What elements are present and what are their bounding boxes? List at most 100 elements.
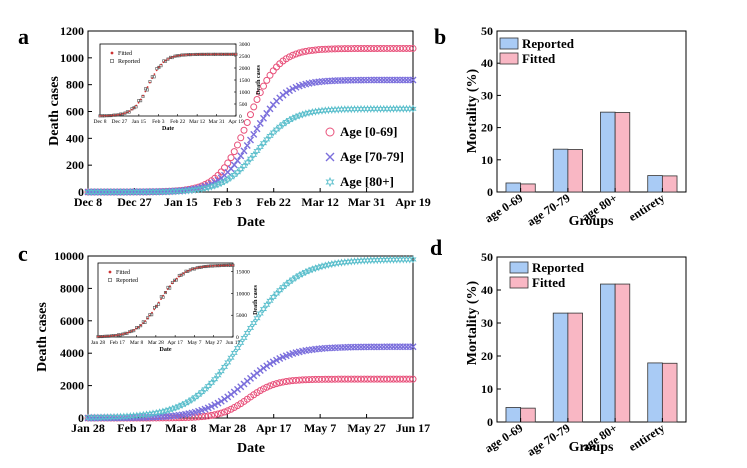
data-point	[282, 117, 290, 127]
data-point	[390, 44, 397, 52]
y-tick-label: 30	[481, 88, 493, 102]
inset-fitted-point	[112, 114, 115, 117]
inset-fitted-point	[211, 265, 214, 267]
y-tick-label: 50	[481, 250, 493, 264]
data-point	[168, 404, 177, 413]
inset-fitted-point	[144, 320, 147, 322]
data-point	[207, 182, 216, 191]
panel-label-c: c	[18, 241, 28, 266]
inset-fitted-point	[142, 322, 144, 325]
data-point	[175, 402, 183, 411]
inset-fitted-point	[110, 114, 113, 117]
data-point	[260, 385, 267, 393]
inset-fitted-point	[121, 112, 124, 115]
data-point	[289, 275, 297, 284]
inset-fitted-point	[178, 275, 180, 278]
inset-y-tick-label: 5000	[236, 313, 247, 319]
data-point	[260, 364, 267, 372]
inset-y-tick-label: 2000	[239, 66, 250, 72]
data-point	[279, 378, 287, 386]
inset-fitted-point	[112, 334, 115, 337]
x-tick-label: Mar 12	[301, 195, 338, 209]
bar	[614, 283, 631, 423]
data-point	[409, 44, 417, 52]
data-point	[256, 89, 264, 97]
data-point	[321, 45, 329, 53]
inset-reported-point	[227, 52, 231, 56]
data-point	[260, 114, 267, 122]
inset-fitted-point	[162, 61, 165, 64]
bar	[614, 112, 631, 193]
inset-reported-point	[105, 334, 109, 338]
data-point	[240, 333, 248, 343]
data-point	[318, 375, 326, 383]
x-tick-label: May 27	[347, 421, 385, 435]
y-tick-label: 0	[487, 185, 493, 199]
inset-fitted-point	[153, 73, 156, 76]
data-point	[315, 46, 323, 54]
bar	[600, 283, 616, 423]
data-point	[321, 375, 329, 383]
inset-fitted-point	[173, 55, 176, 58]
inset-fitted-point	[194, 53, 197, 56]
inset-fitted-point	[162, 294, 165, 297]
inset-frame	[99, 43, 237, 117]
inset-y-tick-label: 2500	[239, 54, 250, 60]
y-tick-label: 10	[481, 382, 493, 396]
data-point	[292, 112, 300, 121]
data-point	[289, 114, 297, 123]
data-point	[377, 44, 384, 52]
inset-fitted-point	[171, 282, 174, 285]
inset-fitted-point	[97, 335, 99, 338]
inset-fitted-point	[146, 86, 149, 88]
x-tick-label: Jan 15	[164, 195, 198, 209]
legend-marker	[325, 127, 335, 137]
data-point	[247, 111, 254, 119]
y-tick-label: 200	[66, 158, 84, 172]
data-point	[233, 343, 242, 353]
x-tick-label: Mar 8	[165, 421, 196, 435]
inset-fitted-point	[223, 264, 225, 267]
y-tick-label: 1200	[60, 24, 84, 38]
data-point	[285, 115, 294, 125]
data-point	[311, 264, 320, 273]
legend-label: Reported	[522, 36, 575, 51]
inset-fitted-point	[108, 335, 111, 337]
inset-fitted-point	[230, 53, 233, 56]
y-tick-label: 0	[487, 415, 493, 429]
y-tick-label: 8000	[60, 281, 84, 295]
data-point	[266, 71, 274, 79]
data-point	[221, 395, 228, 403]
data-point	[299, 376, 306, 384]
inset-legend-marker	[110, 51, 114, 55]
data-point	[302, 47, 310, 55]
data-point	[204, 183, 212, 192]
plot-frame	[87, 255, 414, 419]
data-point	[298, 110, 307, 119]
inset-reported-point	[225, 52, 229, 56]
inset-fitted-point	[137, 326, 140, 328]
bar	[520, 407, 536, 423]
data-point	[259, 304, 268, 314]
data-point	[211, 401, 219, 409]
data-point	[282, 89, 290, 97]
data-point	[409, 255, 417, 264]
inset-fitted-point	[209, 265, 212, 267]
data-point	[409, 104, 417, 113]
data-point	[188, 395, 196, 404]
data-point	[237, 152, 245, 160]
panel-label-b: b	[434, 24, 446, 49]
bar	[552, 148, 569, 193]
data-point	[250, 130, 258, 138]
inset-reported-point	[197, 265, 201, 269]
data-point	[370, 44, 378, 52]
data-point	[295, 49, 303, 57]
data-point	[172, 403, 180, 412]
data-point	[409, 343, 417, 351]
data-point	[308, 265, 316, 274]
bar	[520, 183, 536, 193]
inset-legend-marker	[108, 278, 112, 282]
x-tick-label: Feb 17	[117, 421, 151, 435]
inset-y-tick-label: 1000	[239, 90, 250, 96]
